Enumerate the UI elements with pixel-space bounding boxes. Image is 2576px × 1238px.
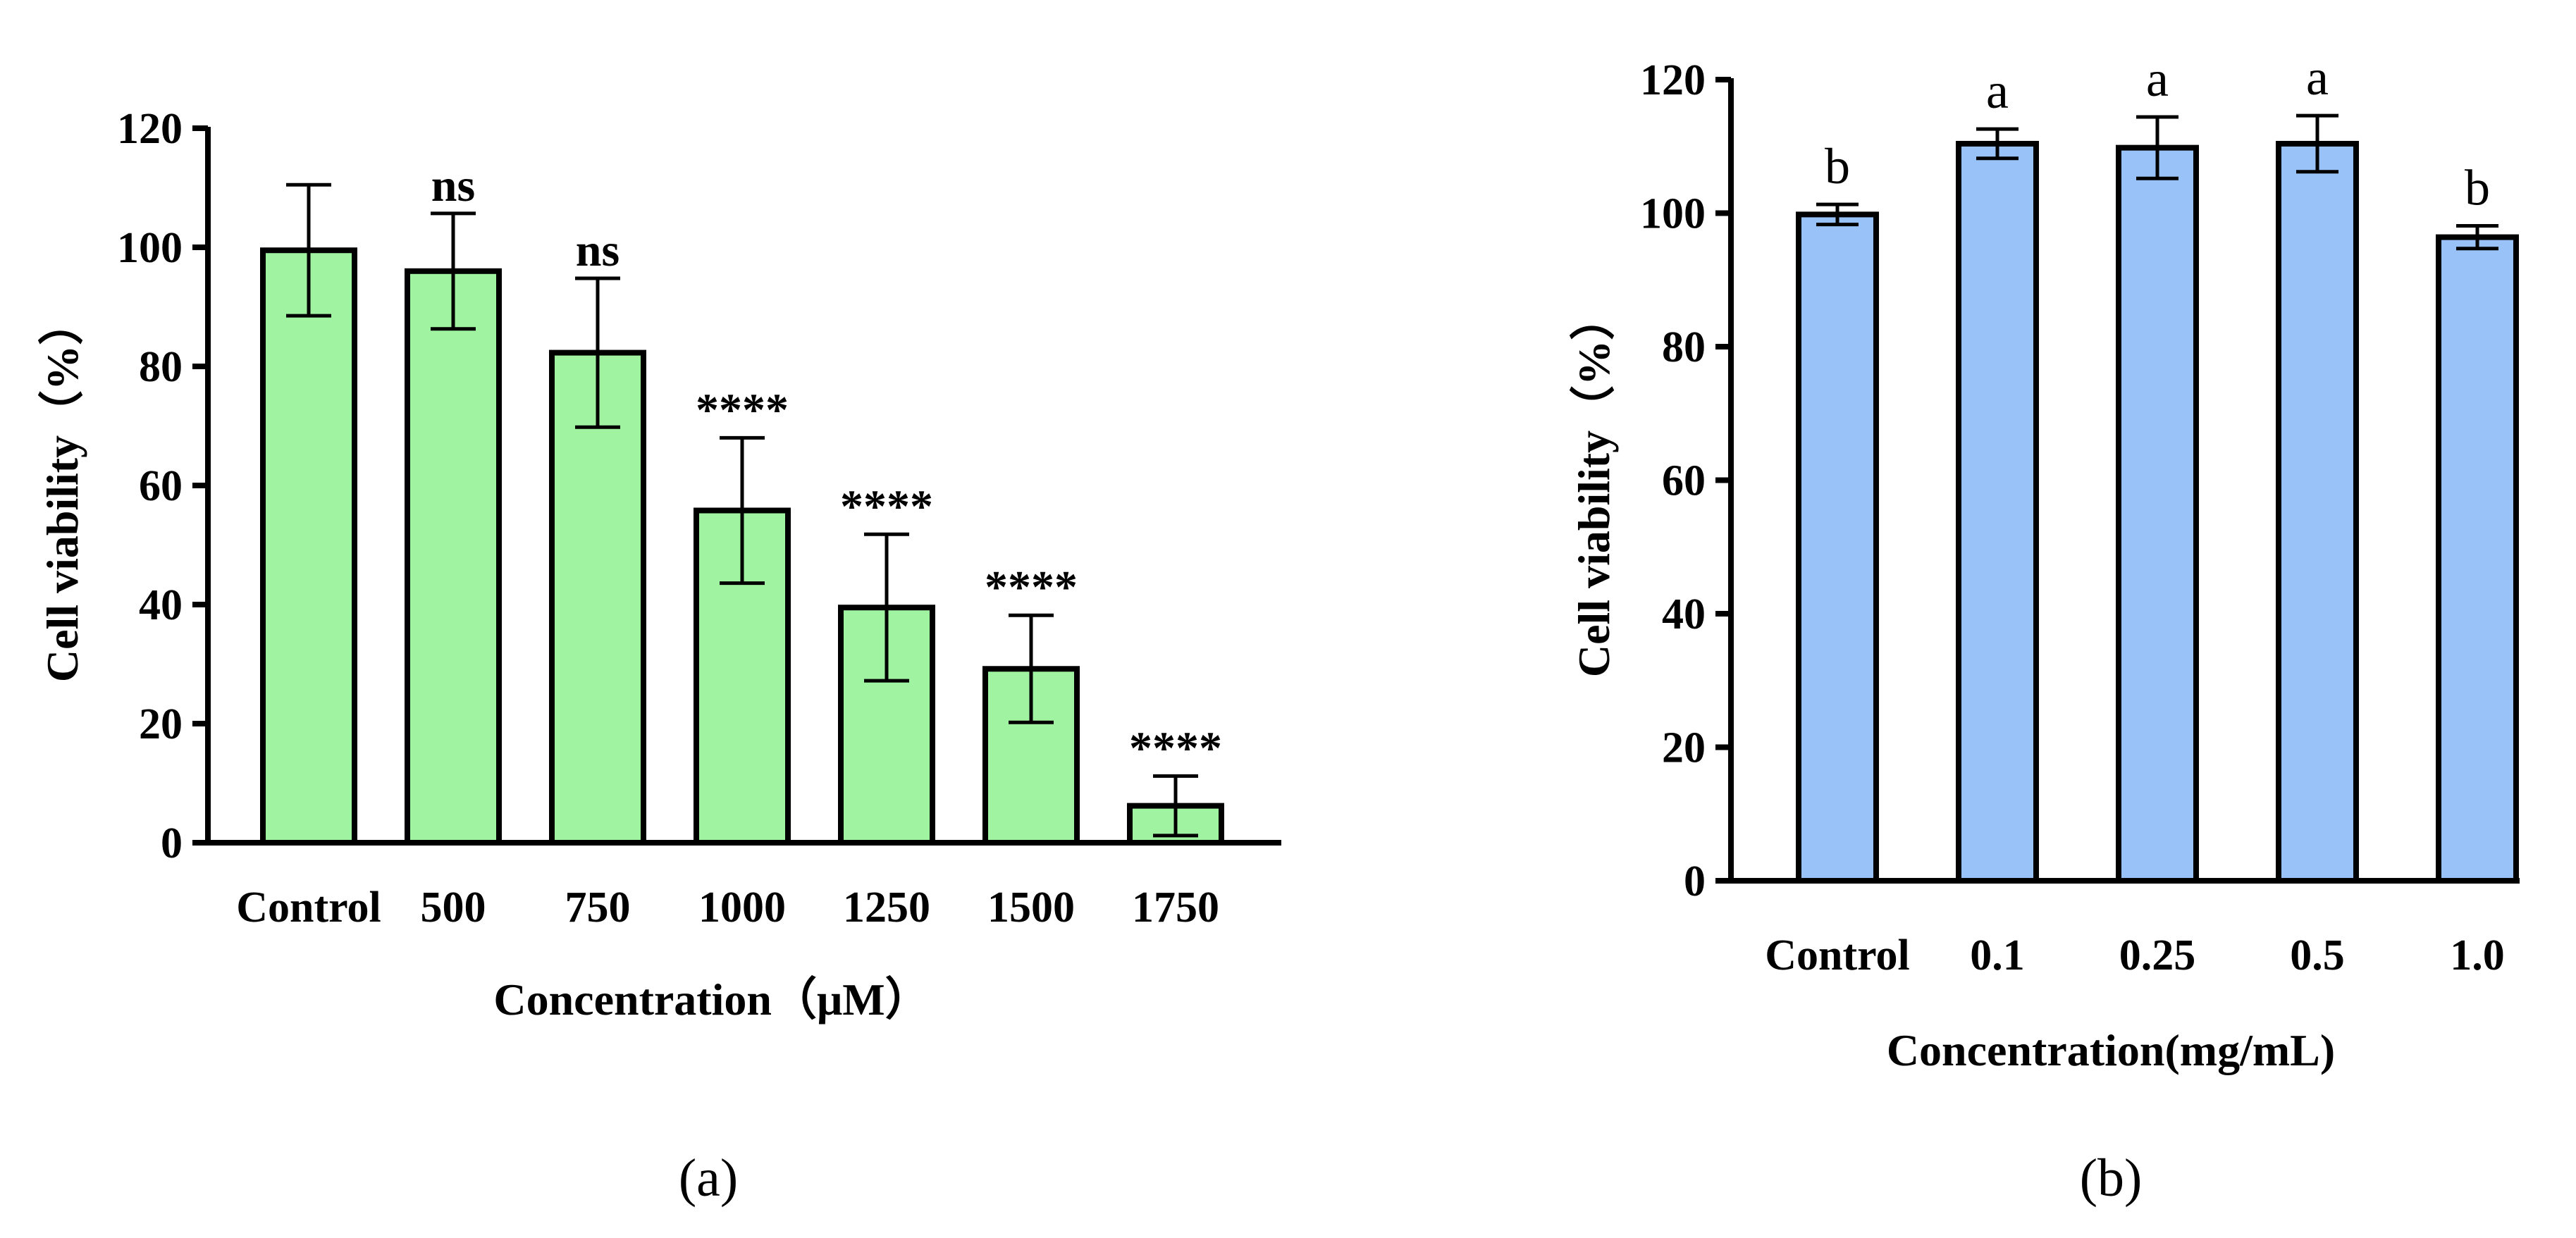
chart-b-category-label: 0.1 (1970, 931, 2025, 979)
chart-a: Cell viability（%） Concentration（μM） (a) … (37, 105, 1281, 1208)
chart-b-bar (2276, 140, 2359, 884)
chart-a-y-tick-label: 60 (139, 462, 183, 510)
chart-a-category-label: 750 (565, 884, 631, 931)
chart-b-bar (2116, 144, 2199, 884)
chart-b-significance-label: a (2306, 49, 2329, 106)
chart-b-significance-label: a (2146, 51, 2169, 107)
chart-a-significance-label: **** (840, 481, 933, 532)
chart-b-y-tick-label: 40 (1662, 590, 1706, 638)
chart-b-y-tick-label: 20 (1662, 724, 1706, 772)
chart-b-y-tick-label: 80 (1662, 323, 1706, 371)
chart-a-significance-label: **** (696, 384, 789, 435)
chart-b-category-label: 0.5 (2290, 931, 2345, 979)
chart-b-y-tick-label: 60 (1662, 457, 1706, 505)
chart-a-y-axis-label: Cell viability（%） (37, 300, 87, 682)
chart-a-category-label: 1500 (987, 884, 1075, 931)
chart-a-y-tick-label: 80 (139, 343, 183, 391)
chart-a-x-axis-label: Concentration（μM） (493, 974, 930, 1025)
chart-b-significance-label: a (1986, 63, 2009, 119)
chart-b-bar (1956, 140, 2039, 884)
chart-b-y-tick-label: 100 (1640, 190, 1706, 238)
chart-a-category-label: 500 (421, 884, 486, 931)
chart-b-panel-label: (b) (2080, 1149, 2143, 1208)
chart-a-bar (260, 247, 357, 846)
chart-a-significance-label: **** (985, 562, 1078, 613)
chart-a-y-tick-label: 120 (117, 105, 183, 153)
chart-a-panel-label: (a) (679, 1149, 738, 1208)
chart-a-bar (405, 268, 502, 846)
chart-b-y-axis-label: Cell viability（%） (1569, 295, 1619, 677)
chart-a-y-tick-label: 40 (139, 581, 183, 629)
chart-b-bar (1796, 211, 1879, 884)
chart-b-y-tick-label: 120 (1640, 56, 1706, 104)
chart-a-y-tick-label: 100 (117, 224, 183, 272)
chart-a-category-label: 1250 (843, 884, 930, 931)
chart-a-category-label: 1000 (698, 884, 786, 931)
chart-b-x-axis-label: Concentration(mg/mL) (1887, 1025, 2335, 1075)
chart-a-significance-label: ns (576, 225, 620, 276)
chart-a-y-tick-label: 20 (139, 700, 183, 748)
chart-b-significance-label: b (1825, 138, 1850, 194)
chart-b-y-tick-label: 0 (1684, 858, 1706, 905)
chart-a-y-tick-label: 0 (161, 819, 183, 867)
chart-a-bar (549, 349, 646, 846)
chart-a-significance-label: ns (431, 160, 475, 211)
chart-b: Cell viability（%） Concentration(mg/mL) (… (1569, 49, 2520, 1208)
chart-b-category-label: 1.0 (2450, 931, 2505, 979)
chart-a-category-label: Control (236, 884, 381, 931)
chart-b-category-label: Control (1765, 931, 1910, 979)
chart-b-category-label: 0.25 (2119, 931, 2196, 979)
chart-b-bar (2436, 234, 2519, 884)
chart-a-significance-label: **** (1129, 722, 1222, 774)
chart-b-significance-label: b (2465, 160, 2490, 216)
chart-a-category-label: 1750 (1132, 884, 1219, 931)
